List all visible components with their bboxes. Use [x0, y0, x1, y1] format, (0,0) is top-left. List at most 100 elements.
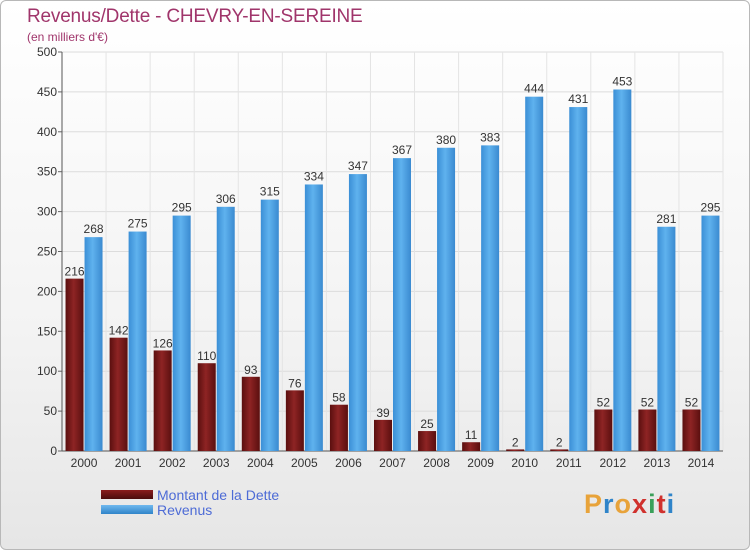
revenue-value-label: 367 — [392, 143, 412, 157]
x-tick-label: 2002 — [159, 456, 186, 470]
revenue-bar — [304, 184, 323, 451]
debt-bar — [594, 409, 613, 451]
x-tick-label: 2009 — [467, 456, 494, 470]
debt-bar — [329, 404, 348, 451]
logo-letter: t — [656, 489, 667, 519]
debt-bar — [109, 337, 128, 451]
revenue-value-label: 334 — [304, 169, 324, 183]
y-tick-label: 300 — [37, 205, 57, 219]
x-tick-label: 2014 — [688, 456, 715, 470]
x-tick-label: 2004 — [247, 456, 274, 470]
x-tick-label: 2013 — [644, 456, 671, 470]
y-tick-label: 50 — [44, 404, 58, 418]
revenue-value-label: 347 — [348, 159, 368, 173]
revenue-bar — [393, 158, 411, 451]
legend-label-debt: Montant de la Dette — [157, 486, 280, 503]
revenue-bar — [348, 174, 367, 451]
x-tick-label: 2001 — [115, 456, 142, 470]
axis-layer: 0 50 100 150 200 250 300 350 400 450 500 2000 2001 20… — [37, 45, 723, 470]
x-tick-label: 2011 — [556, 456, 582, 470]
debt-value-label: 126 — [153, 336, 173, 350]
debt-value-label: 216 — [65, 265, 85, 279]
legend-item-revenue: Revenus — [101, 501, 279, 518]
debt-bar — [682, 409, 701, 451]
debt-bar — [197, 363, 216, 451]
debt-bar — [550, 449, 569, 451]
debt-value-label: 93 — [244, 363, 258, 377]
y-tick-label: 100 — [37, 364, 57, 378]
y-tick-label: 350 — [37, 165, 57, 179]
revenue-value-label: 295 — [172, 201, 192, 215]
y-tick-label: 150 — [37, 324, 57, 338]
logo-letter: i — [666, 489, 676, 519]
revenue-value-label: 281 — [656, 212, 676, 226]
debt-value-label: 2 — [512, 435, 519, 449]
revenue-bar — [260, 199, 279, 451]
debt-bar — [153, 350, 172, 451]
revenue-value-label: 431 — [568, 92, 588, 106]
revenue-bar — [613, 89, 632, 452]
debt-bar — [418, 431, 437, 451]
y-tick-label: 200 — [37, 284, 57, 298]
x-tick-label: 2007 — [379, 456, 406, 470]
debt-value-label: 52 — [685, 396, 699, 410]
revenue-value-label: 380 — [436, 133, 456, 147]
debt-value-label: 2 — [556, 435, 563, 449]
debt-bar — [374, 419, 392, 451]
revenue-bar — [84, 237, 103, 451]
debt-value-label: 52 — [641, 396, 655, 410]
legend-swatch-debt — [101, 490, 153, 499]
logo-letter: x — [632, 489, 649, 519]
legend: Montant de la Dette Revenus — [101, 486, 280, 518]
revenue-value-label: 453 — [612, 75, 632, 89]
legend-swatch-revenue — [101, 505, 153, 514]
revenue-bar — [128, 231, 147, 451]
x-tick-label: 2000 — [71, 456, 98, 470]
y-tick-label: 250 — [37, 245, 57, 259]
x-tick-label: 2006 — [335, 456, 362, 470]
bar-layer — [65, 89, 720, 452]
debt-value-label: 25 — [420, 417, 434, 431]
legend-label-revenue: Revenus — [157, 501, 213, 518]
revenue-bar — [437, 147, 456, 451]
revenue-bar — [216, 206, 235, 451]
proxiti-logo: Proxiti — [584, 489, 675, 520]
label-layer: 216 268 142 275 126 295 110 306 93 315 76 334 58 347 3… — [65, 75, 721, 450]
y-tick-label: 0 — [50, 444, 57, 458]
debt-bar — [65, 278, 84, 451]
debt-bar — [462, 442, 481, 451]
revenue-bar — [657, 226, 676, 451]
debt-bar — [506, 449, 525, 451]
revenue-value-label: 306 — [216, 192, 236, 206]
x-tick-label: 2005 — [291, 456, 318, 470]
debt-bar — [241, 376, 260, 451]
chart-subtitle: (en milliers d'€) — [27, 30, 108, 44]
logo-letter: P — [584, 489, 604, 519]
x-tick-label: 2012 — [599, 456, 626, 470]
revenue-bar — [569, 107, 588, 451]
debt-value-label: 110 — [197, 349, 216, 363]
y-tick-label: 500 — [37, 45, 57, 59]
logo-letter: o — [614, 489, 633, 519]
revenue-value-label: 268 — [84, 222, 104, 236]
revenue-value-label: 295 — [700, 201, 720, 215]
y-tick-label: 400 — [37, 125, 57, 139]
y-tick-label: 450 — [37, 85, 57, 99]
chart-title: Revenus/Dette - CHEVRY-EN-SEREINE — [27, 6, 363, 27]
x-tick-label: 2010 — [511, 456, 538, 470]
revenue-bar — [481, 145, 500, 451]
x-tick-label: 2003 — [203, 456, 230, 470]
debt-value-label: 52 — [597, 396, 611, 410]
revenue-bar — [172, 215, 191, 451]
logo-letter: r — [603, 489, 615, 519]
revenue-value-label: 315 — [260, 185, 280, 199]
revenue-bar — [701, 215, 720, 451]
revenue-value-label: 383 — [480, 130, 500, 144]
debt-value-label: 76 — [288, 376, 302, 390]
debt-value-label: 58 — [332, 391, 346, 405]
revenue-value-label: 444 — [524, 82, 544, 96]
x-tick-label: 2008 — [423, 456, 450, 470]
logo-letter: i — [648, 489, 657, 519]
